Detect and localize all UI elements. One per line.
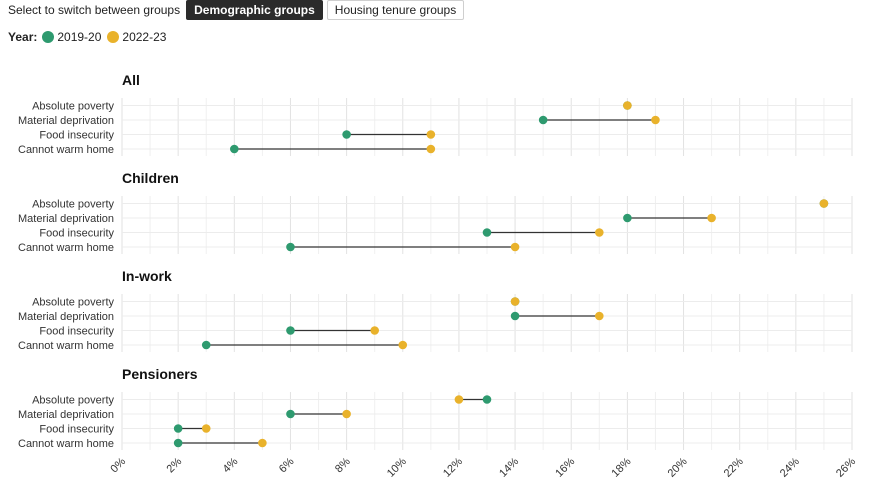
row-label: Cannot warm home	[18, 340, 114, 352]
x-tick-label: 16%	[553, 455, 577, 479]
point-2019-20	[342, 130, 351, 139]
row-label: Food insecurity	[39, 326, 114, 338]
x-tick-label: 12%	[441, 455, 465, 479]
point-2022-23	[426, 144, 436, 154]
x-tick-label: 0%	[108, 455, 128, 475]
row-label: Absolute poverty	[32, 101, 114, 113]
point-2019-20	[286, 242, 295, 252]
point-2022-23	[595, 228, 604, 237]
point-2022-23	[426, 130, 436, 139]
legend-title: Year:	[8, 30, 38, 44]
panel-title: Pensioners	[122, 366, 198, 382]
point-2022-23	[623, 101, 632, 110]
point-2022-23	[342, 409, 351, 419]
housing-tenure-groups-button[interactable]: Housing tenure groups	[326, 0, 465, 20]
row-label: Material deprivation	[18, 311, 114, 323]
x-tick-label: 4%	[221, 455, 241, 475]
row-label: Cannot warm home	[18, 144, 114, 156]
x-tick-label: 14%	[497, 455, 521, 479]
point-2019-20	[286, 409, 295, 419]
point-2019-20	[510, 311, 520, 321]
x-tick-label: 20%	[666, 455, 690, 479]
point-2019-20	[623, 213, 632, 223]
demographic-groups-button[interactable]: Demographic groups	[186, 0, 323, 20]
point-2019-20	[482, 395, 492, 404]
x-tick-label: 10%	[385, 455, 409, 479]
point-2022-23	[707, 213, 716, 223]
group-switch-toolbar: Select to switch between groups Demograp…	[8, 0, 465, 20]
group-switch-hint: Select to switch between groups	[8, 3, 181, 17]
point-2019-20	[173, 438, 183, 448]
panel-title: In-work	[122, 268, 172, 284]
row-label: Material deprivation	[18, 409, 114, 421]
row-label: Absolute poverty	[32, 297, 114, 309]
legend-label-2019-20: 2019-20	[57, 30, 102, 44]
point-2019-20	[230, 144, 239, 154]
x-tick-label: 22%	[722, 455, 746, 479]
point-2019-20	[538, 115, 548, 125]
x-tick-label: 2%	[165, 455, 185, 475]
legend-item-2022-23[interactable]: 2022-23	[107, 30, 166, 44]
point-2019-20	[482, 228, 492, 237]
point-2019-20	[286, 326, 295, 335]
point-2019-20	[201, 340, 211, 350]
legend-dot-2019-20	[42, 31, 55, 43]
x-tick-label: 6%	[277, 455, 297, 475]
x-tick-label: 18%	[609, 455, 633, 479]
point-2022-23	[510, 242, 520, 252]
row-label: Food insecurity	[39, 424, 114, 436]
row-label: Absolute poverty	[32, 199, 114, 211]
year-legend: Year: 2019-20 2022-23	[8, 30, 172, 44]
x-tick-label: 26%	[834, 455, 858, 479]
x-tick-label: 24%	[778, 455, 802, 479]
legend-item-2019-20[interactable]: 2019-20	[42, 30, 101, 44]
point-2022-23	[258, 438, 267, 448]
legend-dot-2022-23	[107, 31, 120, 43]
point-2022-23	[819, 199, 829, 208]
row-label: Cannot warm home	[18, 438, 114, 450]
row-label: Material deprivation	[18, 115, 114, 127]
row-label: Food insecurity	[39, 228, 114, 240]
legend-label-2022-23: 2022-23	[122, 30, 167, 44]
row-label: Absolute poverty	[32, 395, 114, 407]
point-2022-23	[454, 395, 464, 404]
row-label: Cannot warm home	[18, 242, 114, 254]
row-label: Material deprivation	[18, 213, 114, 225]
panel-title: Children	[122, 170, 179, 186]
point-2022-23	[370, 326, 379, 335]
x-tick-label: 8%	[333, 455, 353, 475]
point-2022-23	[651, 115, 660, 125]
point-2022-23	[510, 297, 520, 306]
point-2019-20	[173, 424, 183, 433]
point-2022-23	[398, 340, 408, 350]
row-label: Food insecurity	[39, 130, 114, 142]
point-2022-23	[201, 424, 211, 433]
panel-title: All	[122, 72, 140, 88]
point-2022-23	[595, 311, 604, 321]
